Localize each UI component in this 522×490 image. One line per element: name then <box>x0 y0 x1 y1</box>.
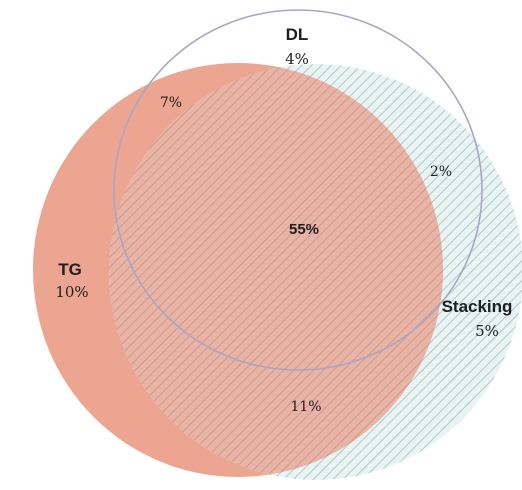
set-label-stacking: Stacking <box>442 297 513 316</box>
region-pct-dl-stacking: 2% <box>430 164 452 180</box>
region-pct-tg-stacking: 11% <box>290 399 321 415</box>
set-label-tg: TG <box>58 260 82 279</box>
set-pct-tg: 10% <box>55 283 88 301</box>
set-circle-dl <box>113 9 483 371</box>
region-pct-all-three: 55% <box>289 221 319 238</box>
set-pct-stacking: 5% <box>475 322 499 340</box>
set-pct-dl: 4% <box>285 50 309 68</box>
set-label-dl: DL <box>286 25 309 44</box>
region-pct-tg-dl: 7% <box>160 95 182 111</box>
